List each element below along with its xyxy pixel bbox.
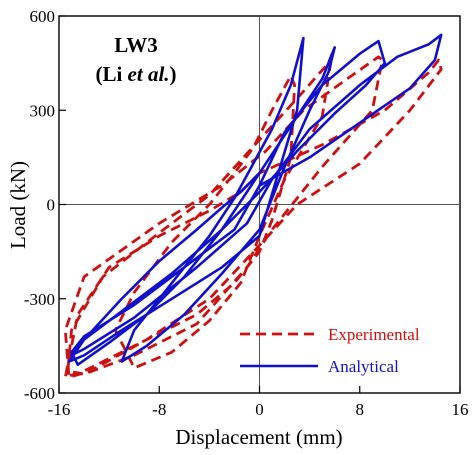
subtitle-italic: et al.: [128, 62, 170, 86]
y-tick-label: -600: [24, 384, 55, 403]
y-tick-label: 300: [30, 101, 56, 120]
chart-title: LW3: [114, 33, 158, 57]
subtitle-prefix: (Li: [95, 62, 127, 86]
chart-subtitle: (Li et al.): [95, 62, 176, 86]
y-tick-label: 600: [30, 7, 56, 26]
legend: Experimental Analytical: [240, 325, 420, 376]
subtitle-suffix: ): [170, 62, 177, 86]
y-axis-ticks: -600 -300 0 300 600: [24, 7, 66, 403]
analytical-series-line: [67, 33, 443, 367]
y-axis-title: Load (kN): [6, 161, 30, 249]
x-tick-label: 0: [255, 400, 264, 419]
legend-label-experimental: Experimental: [328, 325, 420, 344]
x-tick-label: -8: [152, 400, 166, 419]
y-tick-label: 0: [47, 196, 56, 215]
x-tick-label: -16: [48, 400, 71, 419]
legend-label-analytical: Analytical: [328, 357, 399, 376]
x-axis-ticks: -16 -8 0 8 16: [48, 386, 469, 419]
y-tick-label: -300: [24, 290, 55, 309]
x-tick-label: 8: [356, 400, 365, 419]
x-axis-title: Displacement (mm): [175, 425, 342, 449]
experimental-series-line: [63, 52, 443, 379]
x-tick-label: 16: [452, 400, 469, 419]
